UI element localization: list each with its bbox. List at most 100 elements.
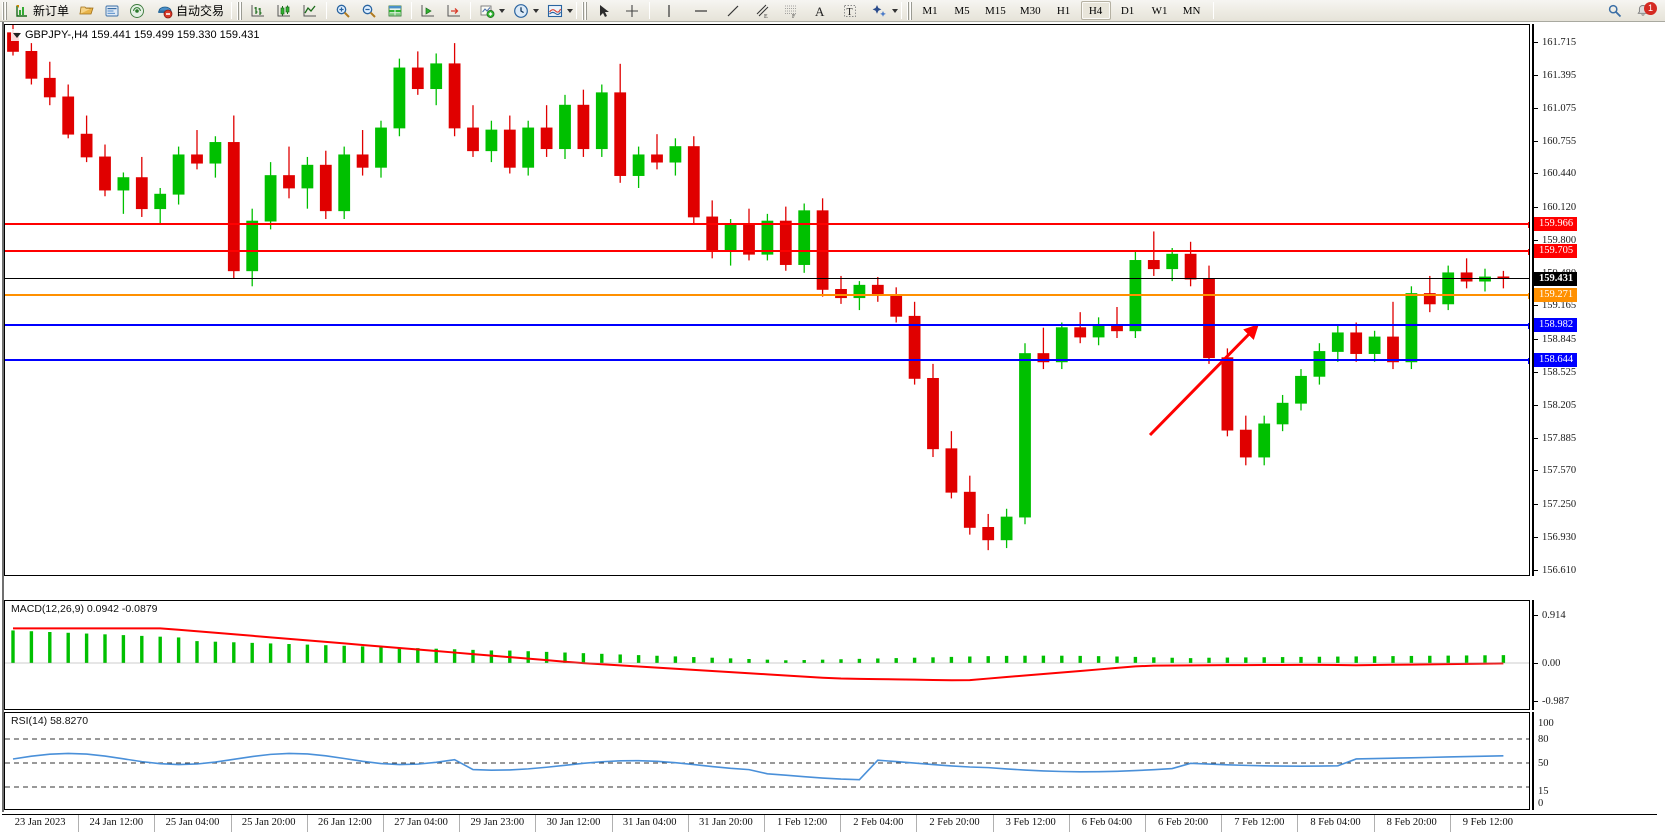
current-price-tag: 159.431	[1534, 271, 1578, 286]
time-separator	[1373, 815, 1375, 832]
level-line-resistance-1[interactable]	[5, 248, 1529, 255]
time-label: 29 Jan 23:00	[470, 817, 525, 828]
svg-text:T: T	[847, 7, 853, 18]
rsi-label: RSI(14) 58.8270	[11, 715, 89, 727]
line-chart-icon[interactable]	[302, 3, 318, 19]
signals-icon[interactable]	[129, 3, 145, 19]
text-icon[interactable]: A	[812, 3, 828, 19]
period-icon[interactable]	[513, 3, 529, 19]
time-separator	[916, 815, 918, 832]
price-tag-pivot: 159.271	[1534, 288, 1578, 303]
time-separator	[1297, 815, 1299, 832]
time-label: 25 Jan 04:00	[165, 817, 220, 828]
vertical-line-icon[interactable]	[661, 3, 677, 19]
timeframe-d1[interactable]: D1	[1120, 4, 1135, 17]
time-label: 8 Feb 20:00	[1386, 817, 1437, 828]
search-icon[interactable]	[1607, 3, 1623, 19]
zoom-out-icon[interactable]	[361, 3, 377, 19]
chart-workspace: GBPJPY-,H4 159.441 159.499 159.330 159.4…	[0, 22, 1665, 832]
time-label: 31 Jan 04:00	[622, 817, 677, 828]
toolbar-grip[interactable]	[1, 1, 8, 20]
autotrading-label: 自动交易	[176, 4, 225, 18]
timeframe-w1[interactable]: W1	[1151, 4, 1168, 17]
time-label: 27 Jan 04:00	[394, 817, 448, 828]
time-separator	[611, 815, 613, 832]
time-separator	[1145, 815, 1146, 832]
rsi-pane[interactable]: RSI(14) 58.8270	[4, 712, 1530, 810]
time-axis[interactable]: 23 Jan 2023 24 Jan 12:00 25 Jan 04:00 25 Ja…	[2, 814, 1657, 832]
timeframe-mn[interactable]: MN	[1182, 4, 1201, 17]
add-indicator-dropdown-caret[interactable]	[499, 8, 506, 13]
timeframe-m5[interactable]: M5	[954, 4, 970, 17]
time-separator	[687, 815, 689, 832]
chart-tools-grip[interactable]	[236, 1, 244, 20]
zoom-in-icon[interactable]	[335, 3, 351, 19]
time-label: 23 Jan 2023	[14, 817, 66, 828]
bar-chart-icon[interactable]	[250, 3, 266, 19]
rsi-series	[5, 738, 1529, 788]
timeframe-m1[interactable]: M1	[922, 4, 938, 17]
timeframe-grip[interactable]	[906, 1, 914, 20]
horizontal-line-icon[interactable]	[693, 3, 709, 19]
autotrading-button[interactable]: 自动交易	[153, 1, 228, 21]
macd-label: MACD(12,26,9) 0.0942 -0.0879	[11, 603, 158, 615]
period-dropdown-caret[interactable]	[533, 8, 540, 13]
time-label: 25 Jan 20:00	[241, 817, 296, 828]
time-separator	[78, 815, 80, 832]
price-tag-support-2: 158.644	[1534, 353, 1578, 368]
templates-dropdown-caret[interactable]	[567, 8, 574, 13]
objects-icon[interactable]	[872, 3, 888, 19]
chart-shift-icon[interactable]	[446, 3, 462, 19]
chart-symbol-ohlc: GBPJPY-,H4 159.441 159.499 159.330 159.4…	[25, 29, 260, 41]
candlestick-chart-icon[interactable]	[276, 3, 292, 19]
time-label: 3 Feb 12:00	[1005, 817, 1056, 828]
objects-dropdown-caret[interactable]	[892, 8, 899, 13]
new-order-icon	[14, 3, 30, 19]
level-line-support-1[interactable]	[5, 323, 1529, 330]
timeframe-h1[interactable]: H1	[1056, 4, 1071, 17]
chart-container[interactable]: GBPJPY-,H4 159.441 159.499 159.330 159.4…	[2, 22, 1657, 812]
price-pane[interactable]: GBPJPY-,H4 159.441 159.499 159.330 159.4…	[4, 24, 1530, 576]
macd-pane[interactable]: MACD(12,26,9) 0.0942 -0.0879	[4, 600, 1530, 710]
chart-header-label: GBPJPY-,H4 159.441 159.499 159.330 159.4…	[11, 29, 262, 41]
trendline-icon[interactable]	[725, 3, 741, 19]
notification-bell-button[interactable]: 1	[1635, 1, 1657, 20]
time-label: 30 Jan 12:00	[546, 817, 601, 828]
time-label: 1 Feb 12:00	[777, 817, 828, 828]
level-line-support-2[interactable]	[5, 358, 1529, 365]
data-window-icon[interactable]	[387, 3, 403, 19]
cursor-icon[interactable]	[596, 3, 612, 19]
chart-collapse-icon[interactable]	[13, 32, 21, 38]
time-separator	[1221, 815, 1223, 832]
time-separator	[840, 815, 842, 832]
time-separator	[1068, 815, 1070, 832]
notification-count-badge: 1	[1644, 1, 1657, 15]
time-label: 26 Jan 12:00	[318, 817, 372, 828]
svg-text:E: E	[764, 14, 768, 19]
templates-icon[interactable]	[547, 3, 563, 19]
fibonacci-icon[interactable]: F	[783, 3, 799, 19]
time-label: 7 Feb 12:00	[1234, 817, 1285, 828]
macd-series	[5, 627, 1529, 682]
time-separator	[230, 815, 232, 832]
crosshair-icon[interactable]	[624, 3, 640, 19]
auto-scroll-icon[interactable]	[420, 3, 436, 19]
equidistant-channel-icon[interactable]: E	[755, 3, 771, 19]
price-tag-resistance-1: 159.705	[1534, 243, 1578, 258]
text-label-icon[interactable]: T	[842, 3, 858, 19]
time-separator	[459, 815, 461, 832]
timeframe-h4[interactable]: H4	[1080, 1, 1111, 20]
macd-axis: 0.914 0.00 -0.987	[1532, 600, 1664, 710]
add-indicator-icon[interactable]	[479, 3, 495, 19]
folder-icon[interactable]	[79, 3, 95, 19]
time-separator	[992, 815, 994, 832]
line-tools-grip[interactable]	[581, 1, 589, 20]
new-order-button[interactable]: 新订单	[10, 1, 73, 21]
timeframe-m30[interactable]: M30	[1019, 4, 1041, 17]
price-axis[interactable]: 161.715 161.395 161.075 160.755 160.440 160.1…	[1532, 24, 1664, 576]
level-line-resistance-2[interactable]	[5, 221, 1529, 228]
timeframe-m15[interactable]: M15	[985, 4, 1006, 17]
terminal-icon[interactable]	[104, 3, 120, 19]
time-label: 2 Feb 20:00	[929, 817, 980, 828]
level-line-pivot[interactable]	[5, 293, 1529, 300]
